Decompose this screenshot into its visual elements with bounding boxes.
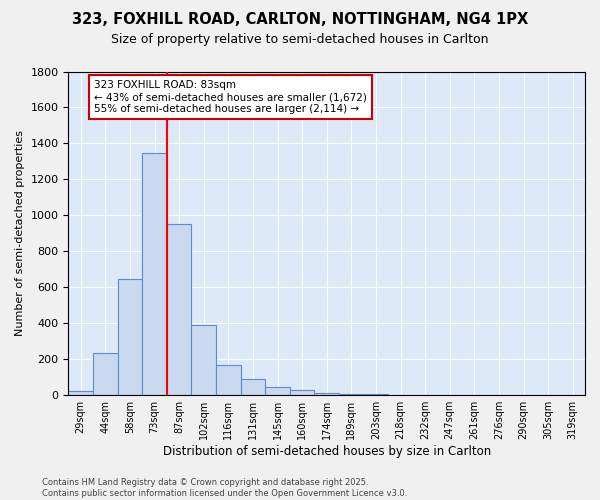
Bar: [241, 378, 265, 394]
Bar: [118, 279, 142, 394]
Text: Size of property relative to semi-detached houses in Carlton: Size of property relative to semi-detach…: [111, 32, 489, 46]
X-axis label: Distribution of semi-detached houses by size in Carlton: Distribution of semi-detached houses by …: [163, 444, 491, 458]
Bar: [142, 153, 167, 394]
Bar: [167, 224, 191, 394]
Text: 323 FOXHILL ROAD: 83sqm
← 43% of semi-detached houses are smaller (1,672)
55% of: 323 FOXHILL ROAD: 83sqm ← 43% of semi-de…: [94, 80, 367, 114]
Bar: [191, 324, 216, 394]
Bar: [68, 391, 93, 394]
Bar: [216, 365, 241, 394]
Y-axis label: Number of semi-detached properties: Number of semi-detached properties: [15, 130, 25, 336]
Text: 323, FOXHILL ROAD, CARLTON, NOTTINGHAM, NG4 1PX: 323, FOXHILL ROAD, CARLTON, NOTTINGHAM, …: [72, 12, 528, 28]
Text: Contains HM Land Registry data © Crown copyright and database right 2025.
Contai: Contains HM Land Registry data © Crown c…: [42, 478, 407, 498]
Bar: [265, 386, 290, 394]
Bar: [314, 393, 339, 394]
Bar: [290, 390, 314, 394]
Bar: [93, 354, 118, 395]
